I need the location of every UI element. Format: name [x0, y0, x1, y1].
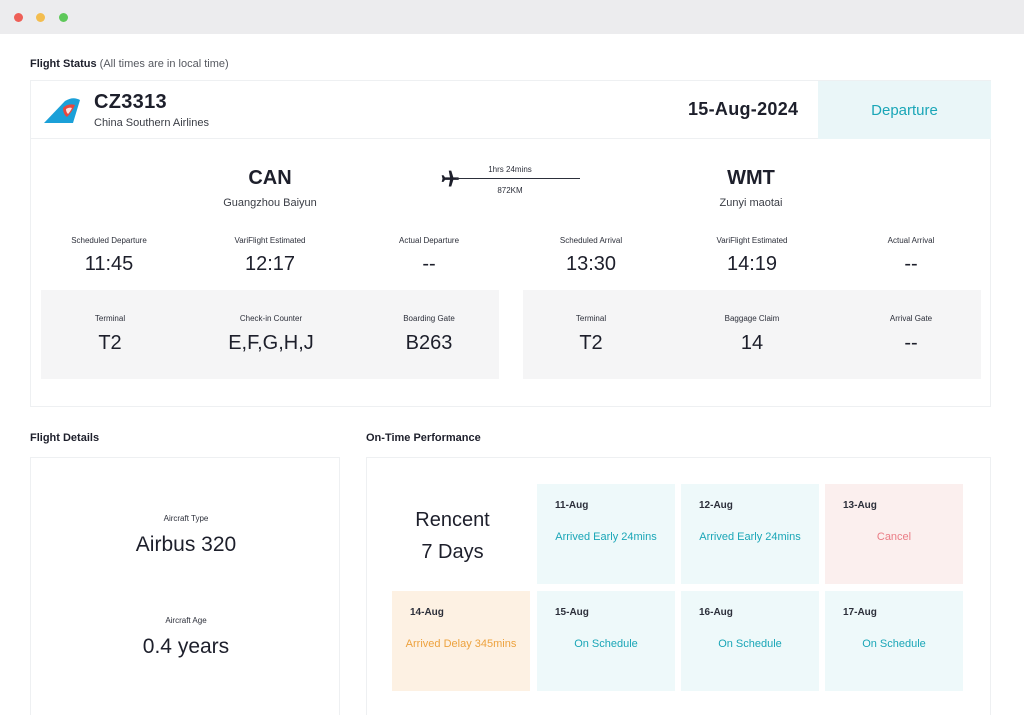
day-date: 13-Aug — [843, 500, 877, 511]
scheduled-arrival: Scheduled Arrival 13:30 — [511, 236, 671, 276]
day-date: 17-Aug — [843, 607, 877, 618]
flight-duration: 1hrs 24mins — [488, 165, 532, 174]
variflight-estimated-arrival: VariFlight Estimated 14:19 — [672, 236, 832, 276]
flight-date: 15-Aug-2024 — [688, 99, 799, 119]
actual-arrival-time: -- — [904, 253, 918, 275]
aircraft-type: Aircraft Type Airbus 320 — [31, 514, 341, 557]
day-tile-16-aug[interactable]: 16-Aug On Schedule — [681, 591, 819, 691]
estimated-arrival-time: 14:19 — [726, 253, 778, 275]
window-titlebar — [0, 0, 1024, 34]
baggage-claim-value: 14 — [740, 332, 764, 354]
arrival-gate: Arrival Gate -- — [836, 314, 986, 355]
check-in-counter-value: E,F,G,H,J — [228, 332, 314, 354]
check-in-counter-label: Check-in Counter — [239, 314, 303, 323]
origin-airport: CAN Guangzhou Baiyun — [190, 167, 350, 209]
day-status: Arrived Early 24mins — [699, 531, 801, 543]
day-date: 11-Aug — [555, 500, 589, 511]
route-line — [456, 178, 580, 179]
origin-name: Guangzhou Baiyun — [223, 197, 317, 209]
check-in-counter: Check-in Counter E,F,G,H,J — [196, 314, 346, 355]
maximize-window-button[interactable] — [59, 13, 68, 22]
aircraft-age-label: Aircraft Age — [165, 616, 207, 625]
on-time-performance-card — [366, 457, 991, 715]
flight-status-title: Flight Status — [30, 58, 97, 70]
actual-departure-time: -- — [422, 253, 436, 275]
actual-arrival: Actual Arrival -- — [831, 236, 991, 276]
day-date: 15-Aug — [555, 607, 589, 618]
day-tile-12-aug[interactable]: 12-Aug Arrived Early 24mins — [681, 484, 819, 584]
arrival-terminal-value: T2 — [579, 332, 603, 354]
departure-info-panel: Terminal T2 Check-in Counter E,F,G,H,J B… — [41, 290, 499, 379]
flight-number: CZ3313 — [94, 91, 167, 113]
boarding-gate-value: B263 — [405, 332, 453, 354]
airline-logo-icon — [44, 98, 80, 123]
day-status: On Schedule — [862, 638, 926, 650]
recent-days-label: Rencent 7 Days — [395, 504, 510, 568]
actual-departure: Actual Departure -- — [349, 236, 509, 276]
day-status: Cancel — [876, 531, 912, 543]
estimated-arrival-label: VariFlight Estimated — [716, 236, 788, 245]
baggage-claim: Baggage Claim 14 — [677, 314, 827, 355]
arrival-gate-value: -- — [904, 332, 918, 354]
boarding-gate: Boarding Gate B263 — [354, 314, 504, 355]
on-time-performance-title: On-Time Performance — [366, 432, 481, 444]
day-status: Arrived Early 24mins — [555, 531, 657, 543]
day-date: 16-Aug — [699, 607, 733, 618]
arrival-terminal: Terminal T2 — [516, 314, 666, 355]
scheduled-departure-time: 11:45 — [84, 253, 134, 275]
destination-airport: WMT Zunyi maotai — [671, 167, 831, 209]
day-status: On Schedule — [574, 638, 638, 650]
time-zone-note: (All times are in local time) — [99, 58, 229, 70]
estimated-departure-label: VariFlight Estimated — [234, 236, 306, 245]
minimize-window-button[interactable] — [36, 13, 45, 22]
variflight-estimated-departure: VariFlight Estimated 12:17 — [190, 236, 350, 276]
aircraft-age-value: 0.4 years — [142, 635, 230, 658]
departure-terminal-label: Terminal — [94, 314, 126, 323]
arrival-terminal-label: Terminal — [575, 314, 607, 323]
destination-name: Zunyi maotai — [719, 197, 783, 209]
day-tile-13-aug[interactable]: 13-Aug Cancel — [825, 484, 963, 584]
scheduled-departure-label: Scheduled Departure — [71, 236, 147, 245]
destination-code: WMT — [727, 167, 775, 189]
flight-distance: 872KM — [497, 186, 523, 195]
day-tile-14-aug[interactable]: 14-Aug Arrived Delay 345mins — [392, 591, 530, 691]
day-status: On Schedule — [718, 638, 782, 650]
arrival-gate-label: Arrival Gate — [889, 314, 933, 323]
scheduled-arrival-time: 13:30 — [565, 253, 617, 275]
actual-arrival-label: Actual Arrival — [887, 236, 935, 245]
day-status: Arrived Delay 345mins — [405, 638, 517, 650]
flight-details-card: Aircraft Type Airbus 320 Aircraft Age 0.… — [30, 457, 340, 715]
departure-tab[interactable]: Departure — [818, 81, 991, 139]
scheduled-arrival-label: Scheduled Arrival — [559, 236, 623, 245]
scheduled-departure: Scheduled Departure 11:45 — [29, 236, 189, 276]
flight-details-title: Flight Details — [30, 432, 100, 444]
close-window-button[interactable] — [14, 13, 23, 22]
flight-header: CZ3313 China Southern Airlines 15-Aug-20… — [31, 81, 991, 139]
day-date: 14-Aug — [410, 607, 444, 618]
actual-departure-label: Actual Departure — [398, 236, 460, 245]
recent-line-1: Rencent — [415, 509, 490, 531]
arrival-info-panel: Terminal T2 Baggage Claim 14 Arrival Gat… — [523, 290, 981, 379]
baggage-claim-label: Baggage Claim — [724, 314, 780, 323]
day-date: 12-Aug — [699, 500, 733, 511]
airplane-icon — [441, 170, 460, 187]
estimated-departure-time: 12:17 — [244, 253, 296, 275]
aircraft-type-value: Airbus 320 — [135, 533, 237, 556]
aircraft-type-label: Aircraft Type — [163, 514, 209, 523]
departure-terminal: Terminal T2 — [35, 314, 185, 355]
boarding-gate-label: Boarding Gate — [403, 314, 455, 323]
day-tile-11-aug[interactable]: 11-Aug Arrived Early 24mins — [537, 484, 675, 584]
aircraft-age: Aircraft Age 0.4 years — [31, 616, 341, 659]
airline-name: China Southern Airlines — [94, 117, 209, 129]
departure-terminal-value: T2 — [98, 332, 122, 354]
flight-status-heading: Flight Status (All times are in local ti… — [30, 58, 229, 70]
origin-code: CAN — [248, 167, 292, 189]
day-tile-15-aug[interactable]: 15-Aug On Schedule — [537, 591, 675, 691]
day-tile-17-aug[interactable]: 17-Aug On Schedule — [825, 591, 963, 691]
recent-line-2: 7 Days — [421, 541, 484, 563]
